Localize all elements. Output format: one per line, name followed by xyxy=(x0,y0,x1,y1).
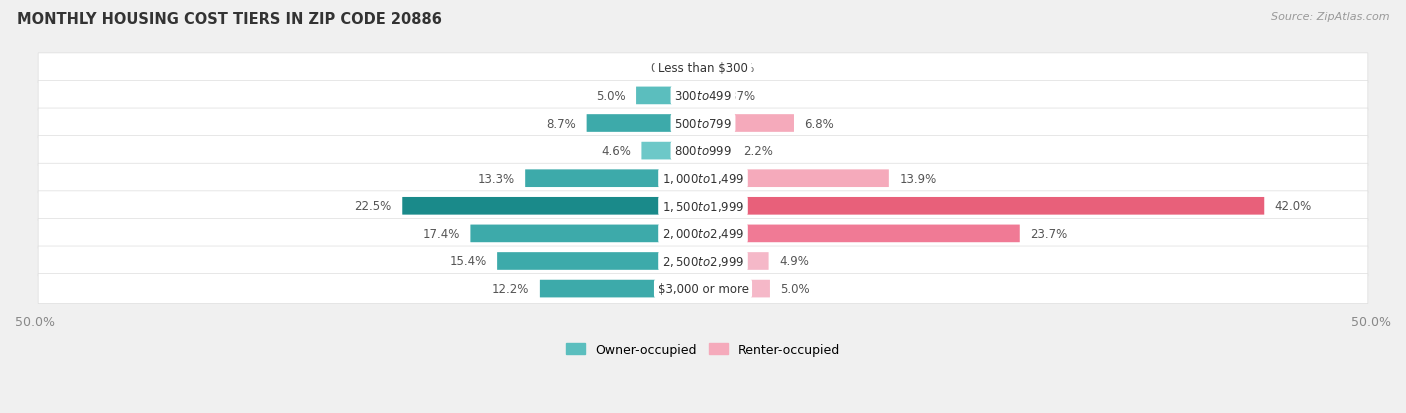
FancyBboxPatch shape xyxy=(38,164,1368,194)
Text: $500 to $799: $500 to $799 xyxy=(673,117,733,130)
Text: MONTHLY HOUSING COST TIERS IN ZIP CODE 20886: MONTHLY HOUSING COST TIERS IN ZIP CODE 2… xyxy=(17,12,441,27)
FancyBboxPatch shape xyxy=(471,225,703,242)
FancyBboxPatch shape xyxy=(38,247,1368,276)
FancyBboxPatch shape xyxy=(38,191,1368,221)
Text: 17.4%: 17.4% xyxy=(422,227,460,240)
FancyBboxPatch shape xyxy=(703,88,709,105)
Text: 4.9%: 4.9% xyxy=(779,255,808,268)
Text: 4.6%: 4.6% xyxy=(600,145,631,158)
Text: $3,000 or more: $3,000 or more xyxy=(658,282,748,295)
FancyBboxPatch shape xyxy=(703,280,770,298)
Legend: Owner-occupied, Renter-occupied: Owner-occupied, Renter-occupied xyxy=(561,338,845,361)
Text: 6.8%: 6.8% xyxy=(804,117,834,130)
FancyBboxPatch shape xyxy=(586,115,703,133)
Text: 0.9%: 0.9% xyxy=(651,62,681,75)
FancyBboxPatch shape xyxy=(526,170,703,188)
Text: 13.3%: 13.3% xyxy=(478,172,515,185)
Text: 22.5%: 22.5% xyxy=(354,200,392,213)
FancyBboxPatch shape xyxy=(690,60,703,78)
Text: $2,000 to $2,499: $2,000 to $2,499 xyxy=(662,227,744,241)
Text: 8.7%: 8.7% xyxy=(547,117,576,130)
FancyBboxPatch shape xyxy=(498,252,703,270)
FancyBboxPatch shape xyxy=(703,170,889,188)
Text: 23.7%: 23.7% xyxy=(1031,227,1067,240)
FancyBboxPatch shape xyxy=(703,197,1264,215)
Text: 15.4%: 15.4% xyxy=(450,255,486,268)
FancyBboxPatch shape xyxy=(402,197,703,215)
FancyBboxPatch shape xyxy=(38,136,1368,166)
Text: 0.37%: 0.37% xyxy=(718,90,756,103)
FancyBboxPatch shape xyxy=(38,274,1368,304)
Text: $800 to $999: $800 to $999 xyxy=(673,145,733,158)
Text: $1,500 to $1,999: $1,500 to $1,999 xyxy=(662,199,744,213)
Text: $300 to $499: $300 to $499 xyxy=(673,90,733,103)
FancyBboxPatch shape xyxy=(540,280,703,298)
FancyBboxPatch shape xyxy=(38,81,1368,111)
Text: 5.0%: 5.0% xyxy=(596,90,626,103)
Text: Less than $300: Less than $300 xyxy=(658,62,748,75)
FancyBboxPatch shape xyxy=(38,54,1368,83)
Text: Source: ZipAtlas.com: Source: ZipAtlas.com xyxy=(1271,12,1389,22)
FancyBboxPatch shape xyxy=(703,225,1019,242)
Text: $1,000 to $1,499: $1,000 to $1,499 xyxy=(662,172,744,186)
Text: 5.0%: 5.0% xyxy=(780,282,810,295)
FancyBboxPatch shape xyxy=(703,252,769,270)
Text: 42.0%: 42.0% xyxy=(1275,200,1312,213)
FancyBboxPatch shape xyxy=(703,142,733,160)
FancyBboxPatch shape xyxy=(38,219,1368,249)
FancyBboxPatch shape xyxy=(703,60,706,78)
Text: 0.24%: 0.24% xyxy=(717,62,754,75)
FancyBboxPatch shape xyxy=(703,115,794,133)
FancyBboxPatch shape xyxy=(641,142,703,160)
Text: $2,500 to $2,999: $2,500 to $2,999 xyxy=(662,254,744,268)
Text: 13.9%: 13.9% xyxy=(900,172,936,185)
Text: 12.2%: 12.2% xyxy=(492,282,529,295)
FancyBboxPatch shape xyxy=(38,109,1368,139)
Text: 2.2%: 2.2% xyxy=(744,145,773,158)
FancyBboxPatch shape xyxy=(636,88,703,105)
